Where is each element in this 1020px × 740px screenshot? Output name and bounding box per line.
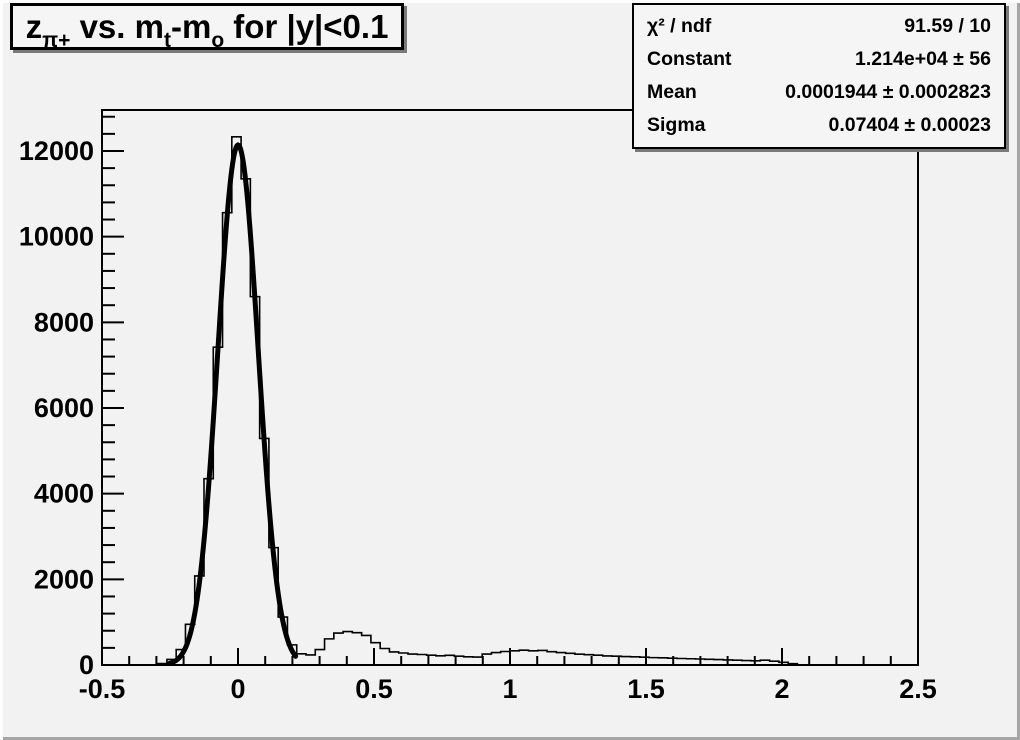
stats-label: χ² / ndf [647, 15, 712, 37]
x-axis-tick-label: 0.5 [355, 674, 393, 704]
stats-value: 1.214e+04 ± 56 [855, 48, 991, 70]
x-axis-tick-label: 0 [230, 674, 245, 704]
stats-box: χ² / ndf 91.59 / 10 Constant 1.214e+04 ± 56… [632, 3, 1006, 149]
plot-frame [101, 109, 919, 666]
histogram-line [102, 136, 918, 666]
title-box: zπ+ vs. mt-mo for |y|<0.1 [10, 3, 404, 52]
stats-row: Constant 1.214e+04 ± 56 [634, 48, 1004, 71]
title-subscript: t [163, 28, 171, 52]
title-segment: -m [170, 7, 212, 45]
title-segment: vs. m [70, 7, 164, 45]
stats-row: χ² / ndf 91.59 / 10 [634, 15, 1004, 38]
gaussian-fit-curve [166, 142, 299, 666]
x-axis-tick-label: 1 [502, 674, 517, 704]
stats-label: Mean [647, 81, 697, 103]
plot-title: zπ+ vs. mt-mo for |y|<0.1 [25, 7, 389, 52]
y-axis-tick-label: 6000 [34, 393, 94, 423]
y-axis-tick-label: 8000 [34, 307, 94, 337]
title-segment: for |y|<0.1 [224, 7, 389, 45]
stats-value: 91.59 / 10 [904, 15, 991, 37]
y-axis-tick-label: 4000 [34, 479, 94, 509]
x-axis-tick-label: 2.5 [899, 674, 937, 704]
x-axis-tick-label: 1.5 [627, 674, 665, 704]
title-subscript: π+ [42, 28, 71, 52]
stats-label: Constant [647, 48, 732, 70]
x-axis-tick-label: -0.5 [79, 674, 126, 704]
y-axis-tick-label: 12000 [19, 136, 94, 166]
stats-row: Sigma 0.07404 ± 0.00023 [634, 114, 1004, 137]
y-axis-tick-label: 0 [79, 650, 94, 680]
stats-value: 0.07404 ± 0.00023 [828, 114, 991, 136]
y-axis-tick-label: 2000 [34, 564, 94, 594]
title-subscript: o [211, 28, 225, 52]
x-axis-tick-label: 2 [774, 674, 789, 704]
stats-value: 0.0001944 ± 0.0002823 [785, 81, 991, 103]
stats-row: Mean 0.0001944 ± 0.0002823 [634, 81, 1004, 104]
title-segment: z [25, 7, 43, 45]
stats-label: Sigma [647, 114, 706, 136]
y-axis-tick-label: 10000 [19, 222, 94, 252]
